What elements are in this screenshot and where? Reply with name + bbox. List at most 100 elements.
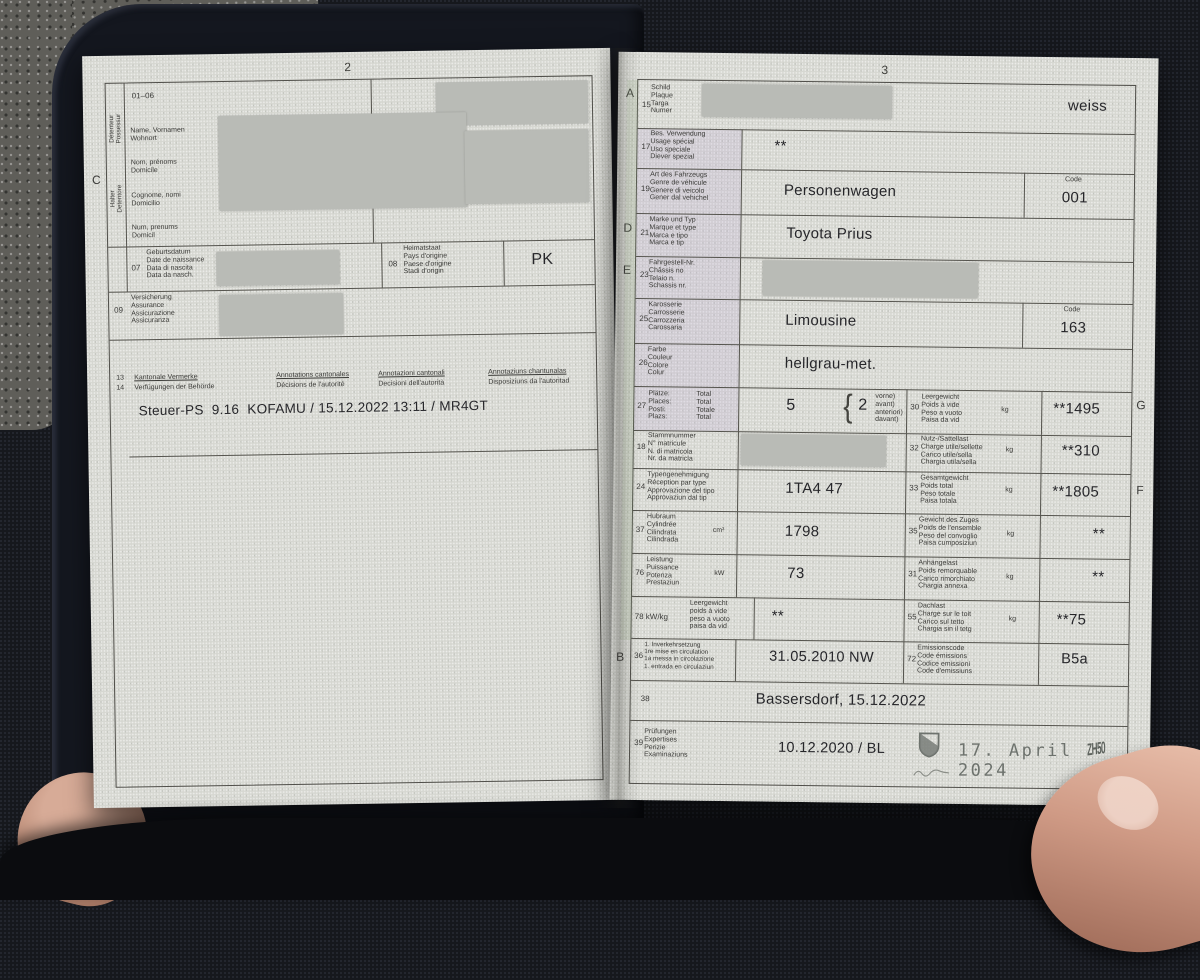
annotations-sub-fr: Décisions de l'autorité bbox=[276, 381, 345, 390]
field-36-label: 1. Inverkehrsetzung 1re mise en circulat… bbox=[644, 641, 715, 671]
field-35-label: Gewicht des Zuges Poids de l'ensemble Pe… bbox=[918, 516, 982, 548]
seats-front-note: vorne) avant) anteriori) davant) bbox=[875, 392, 903, 424]
field-19-number: 19 bbox=[640, 184, 650, 194]
field-36-number: 36 bbox=[634, 650, 644, 661]
divider bbox=[108, 284, 595, 293]
field-09-number: 09 bbox=[114, 305, 124, 315]
make-model-value: Toyota Prius bbox=[786, 224, 873, 243]
field-18-number: 18 bbox=[636, 441, 646, 452]
page-number-3: 3 bbox=[881, 62, 889, 78]
divider bbox=[738, 344, 741, 388]
field-32-label: Nutz-/Sattellast Charge utile/sellette C… bbox=[920, 435, 983, 467]
divider bbox=[740, 169, 743, 215]
divider bbox=[1037, 642, 1040, 685]
seats-total-value: 5 bbox=[786, 396, 796, 414]
margin-letter-a: A bbox=[626, 85, 635, 100]
field-26-number: 26 bbox=[638, 357, 648, 368]
field-0106-label-de: Name, Vornamen Wohnort bbox=[130, 126, 185, 143]
field-25-code-label: Code bbox=[1063, 306, 1081, 314]
right-page-table: 15 Schild Plaque Targa Numer weiss 17 Be… bbox=[620, 78, 1137, 791]
field-18-label: Stammnummer N° matricule N. di matricola… bbox=[647, 432, 696, 464]
field-78-number: 78 kW/kg bbox=[634, 611, 669, 622]
field-07-number: 07 bbox=[131, 263, 141, 273]
field-37-number: 37 bbox=[635, 524, 645, 535]
field-08-label: Heimatstaat Pays d'origine Paese d'origi… bbox=[403, 244, 452, 276]
margin-letter-f: F bbox=[1136, 483, 1144, 498]
plate-color-note: weiss bbox=[1067, 97, 1108, 115]
inspection-date-value: 10.12.2020 / BL bbox=[778, 739, 886, 758]
divider bbox=[126, 246, 128, 292]
holder-vertical-label-bottom: Halter Detentore bbox=[109, 184, 124, 213]
vehicle-type-value: Personenwagen bbox=[783, 181, 897, 201]
power-value: 73 bbox=[787, 564, 805, 583]
divider bbox=[737, 387, 740, 432]
field-35-unit: kg bbox=[1006, 530, 1015, 538]
inspector-signature bbox=[912, 766, 952, 784]
divider bbox=[1022, 302, 1024, 348]
field-21-label: Marke und Typ Marque et type Marca e tip… bbox=[649, 216, 697, 247]
field-27-label: Plätze: Places: Posti: Plazs: bbox=[648, 390, 672, 421]
divider bbox=[109, 332, 596, 341]
field-37-unit: cm³ bbox=[712, 526, 725, 535]
divider bbox=[381, 242, 383, 288]
field-55-number: 55 bbox=[907, 612, 917, 622]
divider bbox=[123, 83, 128, 247]
field-17-number: 17 bbox=[641, 142, 651, 152]
canton-shield-stamp-icon bbox=[918, 731, 940, 763]
divider bbox=[1023, 172, 1026, 218]
field-76-label: Leistung Puissance Potenza Prestaziun bbox=[646, 556, 680, 587]
field-55-unit: kg bbox=[1008, 615, 1017, 623]
divider bbox=[736, 469, 739, 512]
field-26-label: Farbe Couleur Colore Colur bbox=[647, 346, 673, 377]
divider bbox=[903, 599, 905, 642]
divider bbox=[1040, 390, 1043, 435]
redacted-matriculation-number bbox=[740, 434, 886, 468]
field-31-number: 31 bbox=[908, 569, 918, 579]
field-72-label: Emissionscode Code émissions Codice emis… bbox=[916, 644, 973, 676]
annotations-header-de: Kantonale Vermerke bbox=[134, 373, 198, 382]
margin-letter-c: C bbox=[91, 172, 101, 188]
field-76-number: 76 bbox=[635, 567, 645, 578]
divider bbox=[905, 389, 908, 434]
annotations-header-fr: Annotations cantonales bbox=[276, 371, 349, 380]
field-33-label: Gesamtgewicht Poids total Peso totale Pa… bbox=[920, 474, 969, 506]
field-27-label-total: Total Total Totale Total bbox=[696, 390, 715, 422]
divider bbox=[1039, 472, 1042, 515]
divider bbox=[1038, 557, 1041, 601]
redacted-plate-number bbox=[701, 83, 893, 120]
field-76-unit: kW bbox=[714, 569, 725, 578]
field-08-number: 08 bbox=[388, 259, 398, 269]
divider bbox=[902, 641, 905, 684]
field-30-label: Leergewicht Poids à vide Peso a vuoto Pa… bbox=[921, 393, 963, 425]
divider bbox=[739, 299, 741, 345]
issue-place-date-value: Bassersdorf, 15.12.2022 bbox=[755, 690, 927, 710]
field-0106-label-it: Cognome, nomi Domicilio bbox=[131, 191, 181, 208]
redacted-value bbox=[464, 129, 590, 205]
annotations-sub-rm: Disposiziuns da l'autoritad bbox=[488, 377, 570, 386]
field-08-value: PK bbox=[531, 250, 554, 269]
inspection-stamp-code: ZH50 bbox=[1086, 738, 1106, 760]
field-78-label: Leergewicht poids à vide peso a vuoto pa… bbox=[689, 599, 730, 631]
field-17-value: ** bbox=[774, 137, 787, 155]
field-30-number: 30 bbox=[910, 402, 920, 412]
margin-letter-g: G bbox=[1136, 398, 1146, 413]
divider bbox=[1038, 600, 1040, 643]
field-25-label: Karosserie Carrosserie Carrozzeria Caros… bbox=[648, 301, 685, 332]
registration-right-page: 3 A D E B G F 15 Schild Plaque Targa Num… bbox=[609, 51, 1159, 807]
seat-edge bbox=[0, 818, 1200, 900]
margin-letter-b: B bbox=[616, 649, 625, 664]
annotations-header-rm: Annotaziuns chantunalas bbox=[488, 367, 567, 376]
type-approval-value: 1TA4 47 bbox=[785, 479, 844, 498]
field-31-label: Anhängelast Poids remorquable Carico rim… bbox=[918, 559, 978, 591]
power-weight-value: ** bbox=[771, 607, 785, 625]
redacted-chassis-number bbox=[762, 260, 979, 299]
field-25-number: 25 bbox=[639, 314, 649, 324]
holder-vertical-label-top: Détenteur Possessur bbox=[108, 113, 123, 144]
divider bbox=[735, 554, 738, 598]
empty-weight-value: **1495 bbox=[1053, 400, 1101, 418]
divider bbox=[904, 471, 907, 514]
page-number-2: 2 bbox=[344, 59, 352, 75]
payload-value: **310 bbox=[1061, 442, 1101, 460]
redacted-value bbox=[218, 293, 344, 337]
field-17-label: Bes. Verwendung Usage spécial Uso specia… bbox=[650, 130, 706, 162]
